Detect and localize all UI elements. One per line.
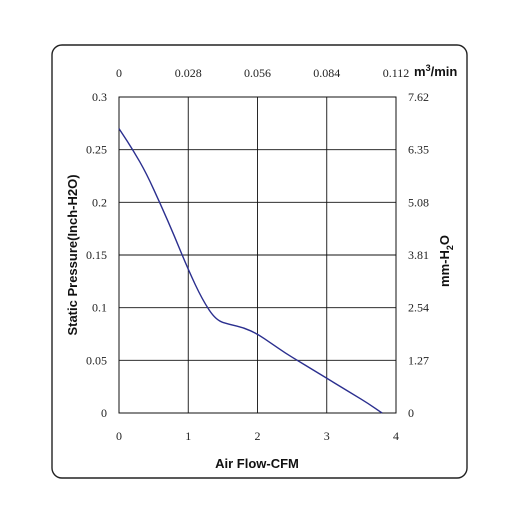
secondary-y-tick-label: 2.54 <box>408 301 429 315</box>
secondary-x-tick-label: 0.084 <box>313 66 340 80</box>
x-tick-label: 3 <box>324 429 330 443</box>
secondary-x-axis-title: m3/min <box>414 63 457 79</box>
series-line <box>118 128 383 414</box>
secondary-x-tick-label: 0.112 <box>383 66 410 80</box>
grid <box>118 96 397 414</box>
y-tick-label: 0.2 <box>92 195 107 209</box>
secondary-y-tick-label: 1.27 <box>408 353 429 367</box>
secondary-y-tick-label: 5.08 <box>408 195 429 209</box>
x-tick-label: 1 <box>185 429 191 443</box>
plot-area-border <box>118 96 397 414</box>
x-axis-title: Air Flow-CFM <box>215 456 299 471</box>
secondary-x-tick-label: 0 <box>116 66 122 80</box>
y-tick-label: 0.05 <box>86 353 107 367</box>
series-layer <box>118 128 383 414</box>
y-tick-label: 0.1 <box>92 301 107 315</box>
x-tick-label: 4 <box>393 429 399 443</box>
secondary-y-axis-title: mm-H2O <box>437 235 455 287</box>
x-tick-label: 2 <box>255 429 261 443</box>
y-axis-title: Static Pressure(Inch-H2O) <box>65 174 80 335</box>
secondary-x-tick-label: 0.056 <box>244 66 271 80</box>
secondary-x-tick-label: 0.028 <box>175 66 202 80</box>
y-tick-label: 0.25 <box>86 143 107 157</box>
secondary-y-tick-label: 7.62 <box>408 90 429 104</box>
secondary-y-tick-label: 0 <box>408 406 414 420</box>
y-tick-label: 0.15 <box>86 248 107 262</box>
secondary-y-tick-label: 6.35 <box>408 143 429 157</box>
x-tick-label: 0 <box>116 429 122 443</box>
y-tick-label: 0 <box>101 406 107 420</box>
chart-frame <box>51 44 468 479</box>
y-tick-label: 0.3 <box>92 90 107 104</box>
secondary-y-tick-label: 3.81 <box>408 248 429 262</box>
